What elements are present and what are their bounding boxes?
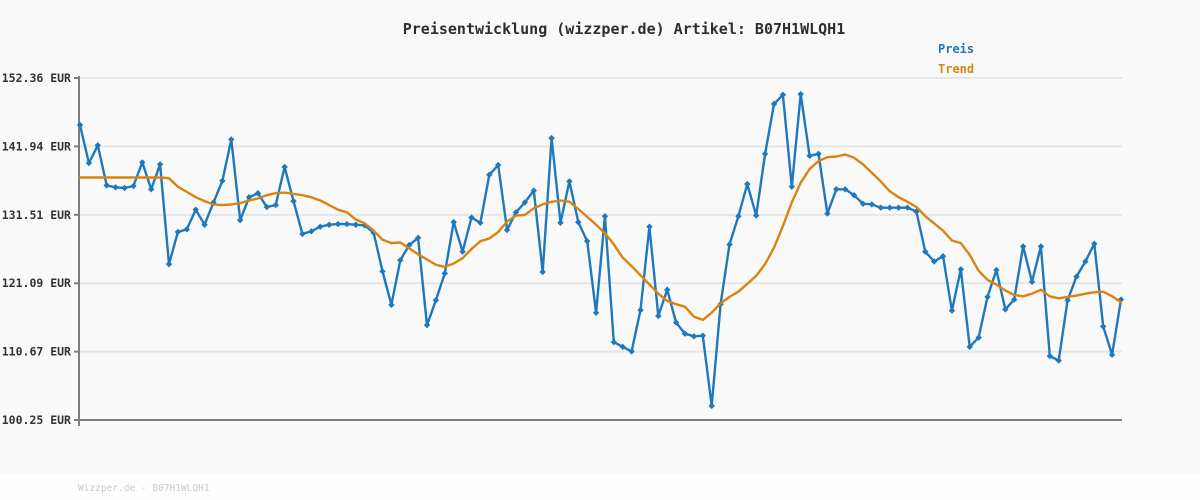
chart-legend: Preis Trend [938,39,974,79]
y-axis-label: 141.94 EUR [2,139,71,153]
legend-trend: Trend [938,62,975,76]
chart-title: Preisentwicklung (wizzper.de) Artikel: B… [402,20,846,38]
y-axis-label: 152.36 EUR [2,71,71,85]
trend-line [78,153,1123,322]
y-axis-label: 110.67 EUR [2,345,71,359]
watermark: Wizzper.de - B07H1WLQH1 [78,483,210,494]
legend-preis: Preis [938,42,975,56]
y-axis-label: 121.09 EUR [2,276,71,290]
y-axis-label: 131.51 EUR [2,208,71,222]
preis-line [78,92,1123,408]
footer-bar [0,473,1200,500]
y-axis-label: 100.25 EUR [2,413,71,427]
